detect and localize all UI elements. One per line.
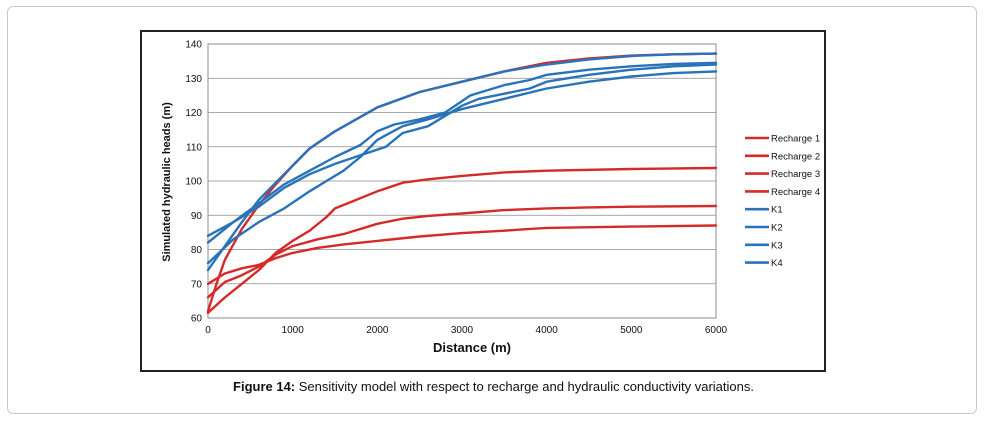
y-tick-label: 70 bbox=[191, 279, 203, 290]
y-tick-label: 100 bbox=[185, 177, 202, 188]
x-tick-label: 2000 bbox=[366, 325, 389, 336]
caption-text: Sensitivity model with respect to rechar… bbox=[295, 379, 754, 394]
y-tick-label: 60 bbox=[191, 314, 203, 325]
legend-label: K1 bbox=[771, 205, 783, 216]
x-tick-label: 6000 bbox=[705, 325, 728, 336]
x-tick-label: 3000 bbox=[451, 325, 474, 336]
legend-label: Recharge 3 bbox=[771, 169, 820, 180]
series-line-k2 bbox=[206, 70, 718, 265]
series-line-recharge-2 bbox=[206, 166, 718, 315]
series-line-recharge-1 bbox=[206, 52, 718, 313]
y-tick-label: 130 bbox=[185, 74, 202, 85]
series-line-recharge-3 bbox=[206, 204, 718, 299]
y-tick-label: 90 bbox=[191, 211, 203, 222]
x-tick-label: 0 bbox=[205, 325, 211, 336]
plot-area bbox=[207, 43, 717, 319]
series-line-recharge-4 bbox=[206, 224, 718, 286]
y-tick-label: 80 bbox=[191, 245, 203, 256]
caption-label: Figure 14: bbox=[233, 379, 296, 394]
legend-label: K4 bbox=[771, 258, 783, 269]
legend-label: K3 bbox=[771, 240, 783, 251]
x-tick-label: 4000 bbox=[536, 325, 559, 336]
x-axis-title: Distance (m) bbox=[433, 340, 511, 355]
y-tick-label: 120 bbox=[185, 108, 202, 119]
y-tick-label: 110 bbox=[186, 142, 202, 153]
legend-label: K2 bbox=[771, 223, 783, 234]
y-tick-label: 140 bbox=[185, 40, 202, 51]
series-line-k1 bbox=[206, 52, 718, 272]
legend-label: Recharge 4 bbox=[771, 187, 820, 198]
series-line-k4 bbox=[206, 61, 718, 244]
legend-label: Recharge 2 bbox=[771, 151, 820, 162]
series-line-k3 bbox=[206, 63, 718, 238]
y-axis-title: Simulated hydraulic heads (m) bbox=[161, 102, 173, 262]
x-tick-label: 5000 bbox=[620, 325, 643, 336]
figure-caption: Figure 14: Sensitivity model with respec… bbox=[0, 379, 987, 394]
chart-container: 60 70 80 90 100 110 120 130 140 0 1000 2000 3000 4000… bbox=[140, 30, 826, 372]
legend-label: Recharge 1 bbox=[771, 134, 820, 145]
line-chart: 60 70 80 90 100 110 120 130 140 0 1000 2000 3000 4000… bbox=[161, 40, 820, 356]
x-tick-label: 1000 bbox=[282, 325, 305, 336]
